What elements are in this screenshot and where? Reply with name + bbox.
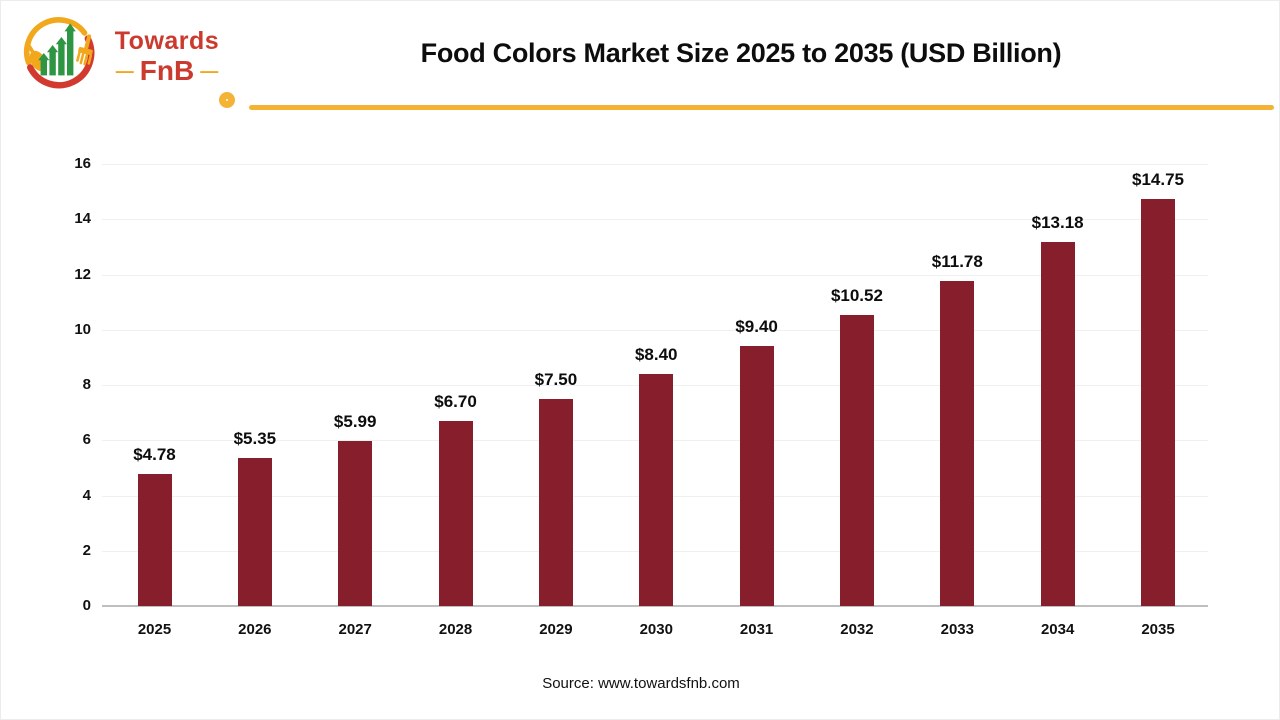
x-axis-tick-label: 2031 — [739, 621, 774, 638]
bar — [739, 346, 774, 606]
bar — [438, 420, 473, 606]
y-axis-tick-label: 8 — [82, 376, 91, 393]
bar-value-label: $13.18 — [1031, 212, 1084, 232]
x-axis-tick-label: 2032 — [840, 621, 874, 638]
towardsfnb-logo-icon — [23, 17, 95, 89]
bar-value-label: $14.75 — [1132, 169, 1184, 189]
y-axis-tick-label: 0 — [82, 597, 91, 614]
bar — [538, 398, 573, 606]
gridline — [102, 274, 1208, 276]
x-axis-tick-label: 2030 — [639, 621, 673, 638]
y-axis-tick-label: 6 — [82, 431, 91, 449]
growth-bars-icon — [38, 23, 76, 76]
gridline — [102, 219, 1208, 221]
bar-value-label: $10.52 — [830, 286, 883, 306]
x-axis-tick-label: 2026 — [238, 621, 272, 638]
brand-dash-left: — — [115, 61, 134, 81]
y-axis-tick-label: 2 — [82, 541, 91, 559]
y-axis-tick-label: 4 — [82, 486, 91, 504]
bar — [940, 280, 975, 606]
brand-logo: Towards — FnB — — [19, 13, 234, 93]
bar-value-label: $8.40 — [634, 344, 678, 364]
divider-line — [249, 105, 1274, 110]
bar-value-label: $7.50 — [534, 369, 578, 389]
bar-value-label: $5.35 — [233, 429, 277, 449]
x-axis-tick-label: 2029 — [539, 621, 573, 638]
bar — [839, 315, 874, 606]
brand-name-top: Towards — [114, 27, 220, 55]
x-axis-line — [102, 605, 1208, 607]
x-axis-tick-label: 2025 — [137, 621, 172, 638]
brand-name-bottom: FnB — [139, 55, 195, 86]
bar — [237, 458, 272, 606]
bar — [1141, 198, 1175, 606]
bar — [1040, 241, 1075, 606]
page-title: Food Colors Market Size 2025 to 2035 (US… — [420, 38, 1062, 68]
x-axis-tick-label: 2033 — [940, 621, 974, 638]
divider-ring-icon — [219, 92, 235, 108]
bar-value-label: $11.78 — [931, 251, 983, 271]
bar-value-label: $6.70 — [434, 391, 477, 411]
bar-value-label: $9.40 — [735, 317, 778, 337]
y-axis-tick-label: 14 — [74, 210, 91, 228]
x-axis-tick-label: 2027 — [338, 621, 372, 638]
fork-icon — [76, 34, 93, 66]
brand-dash-right: — — [200, 61, 219, 81]
brand-text: Towards — FnB — — [97, 27, 237, 86]
x-axis-tick-label: 2034 — [1040, 621, 1075, 638]
x-axis-tick-label: 2035 — [1141, 621, 1175, 638]
bar-value-label: $4.78 — [133, 444, 176, 464]
x-axis-tick-label: 2028 — [438, 621, 473, 638]
bar — [639, 373, 674, 606]
y-axis-tick-label: 16 — [74, 155, 91, 172]
bar-value-label: $5.99 — [333, 411, 377, 431]
y-axis-tick-label: 10 — [74, 320, 91, 338]
source-text: Source: www.towardsfnb.com — [542, 675, 740, 692]
gridline — [102, 329, 1208, 331]
bar — [137, 473, 172, 606]
y-axis-tick-label: 12 — [74, 265, 91, 283]
bar — [338, 440, 373, 606]
gridline — [102, 164, 1208, 165]
